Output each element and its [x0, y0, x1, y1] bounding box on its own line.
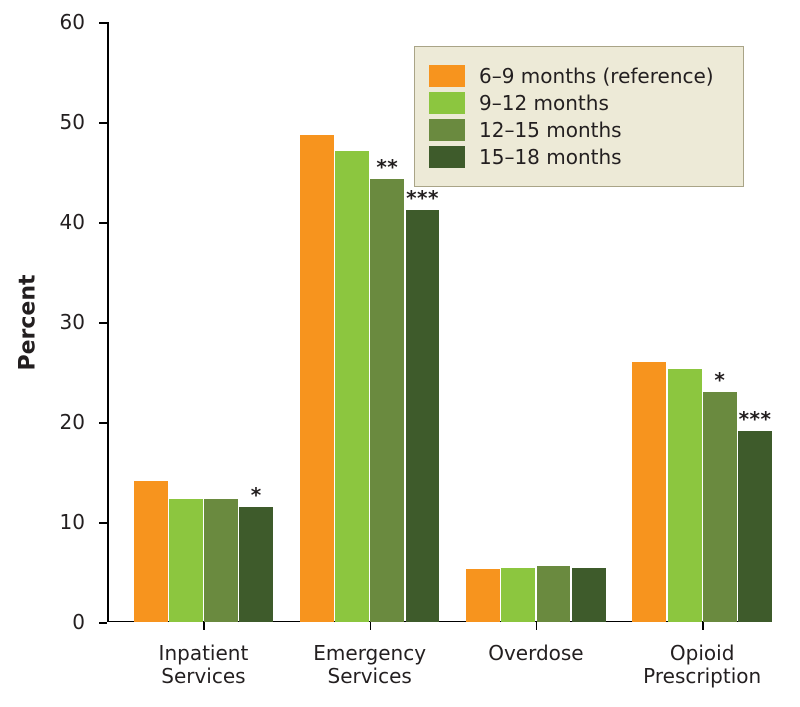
y-tick-label: 30	[60, 310, 85, 334]
y-tick	[99, 322, 107, 324]
legend-label: 15–18 months	[479, 145, 622, 169]
legend-label: 6–9 months (reference)	[479, 64, 714, 88]
x-tick	[203, 622, 205, 630]
chart-stage: 0 10 20 30 40 50 60 Inpatient ServicesEmergency…	[0, 0, 800, 707]
bar-annotation: ***	[406, 188, 439, 208]
legend-swatch	[429, 119, 465, 141]
bar	[300, 135, 334, 622]
bar	[169, 499, 203, 622]
y-tick-label: 50	[60, 110, 85, 134]
x-tick	[370, 622, 372, 630]
bar	[572, 568, 606, 622]
x-tick-label: Overdose	[456, 642, 616, 665]
legend-swatch	[429, 92, 465, 114]
legend-item: 9–12 months	[429, 91, 725, 115]
bar-annotation: *	[714, 370, 725, 390]
bar	[632, 362, 666, 622]
legend-item: 15–18 months	[429, 145, 725, 169]
bar	[501, 568, 535, 622]
y-tick	[99, 622, 107, 624]
bar-annotation: *	[251, 485, 262, 505]
bar	[738, 431, 772, 622]
bar-annotation: ***	[739, 409, 772, 429]
bar	[668, 369, 702, 622]
legend-item: 6–9 months (reference)	[429, 64, 725, 88]
y-tick	[99, 422, 107, 424]
bar-annotation: **	[376, 157, 398, 177]
legend-swatch	[429, 146, 465, 168]
x-tick-label: Emergency Services	[290, 642, 450, 688]
y-tick-label: 0	[72, 610, 85, 634]
x-tick-label: Inpatient Services	[123, 642, 283, 688]
y-tick	[99, 22, 107, 24]
bar	[204, 499, 238, 622]
y-tick-label: 40	[60, 210, 85, 234]
y-tick-label: 10	[60, 510, 85, 534]
bar	[239, 507, 273, 622]
x-tick	[702, 622, 704, 630]
legend-swatch	[429, 65, 465, 87]
legend-label: 12–15 months	[479, 118, 622, 142]
y-axis	[107, 22, 109, 622]
bar	[466, 569, 500, 622]
bar	[537, 566, 571, 622]
legend-item: 12–15 months	[429, 118, 725, 142]
y-tick	[99, 222, 107, 224]
y-tick-label: 60	[60, 10, 85, 34]
bar	[335, 151, 369, 622]
x-tick	[536, 622, 538, 630]
bar	[370, 179, 404, 622]
bar	[406, 210, 440, 622]
y-axis-label: Percent	[16, 273, 41, 373]
plot-area: 0102030405060Inpatient ServicesEmergency…	[107, 22, 772, 622]
legend-label: 9–12 months	[479, 91, 609, 115]
bar	[134, 481, 168, 622]
y-tick-label: 20	[60, 410, 85, 434]
y-tick	[99, 122, 107, 124]
legend: 6–9 months (reference) 9–12 months 12–15 m…	[414, 46, 744, 187]
y-tick	[99, 522, 107, 524]
x-tick-label: Opioid Prescription	[622, 642, 782, 688]
bar	[703, 392, 737, 622]
